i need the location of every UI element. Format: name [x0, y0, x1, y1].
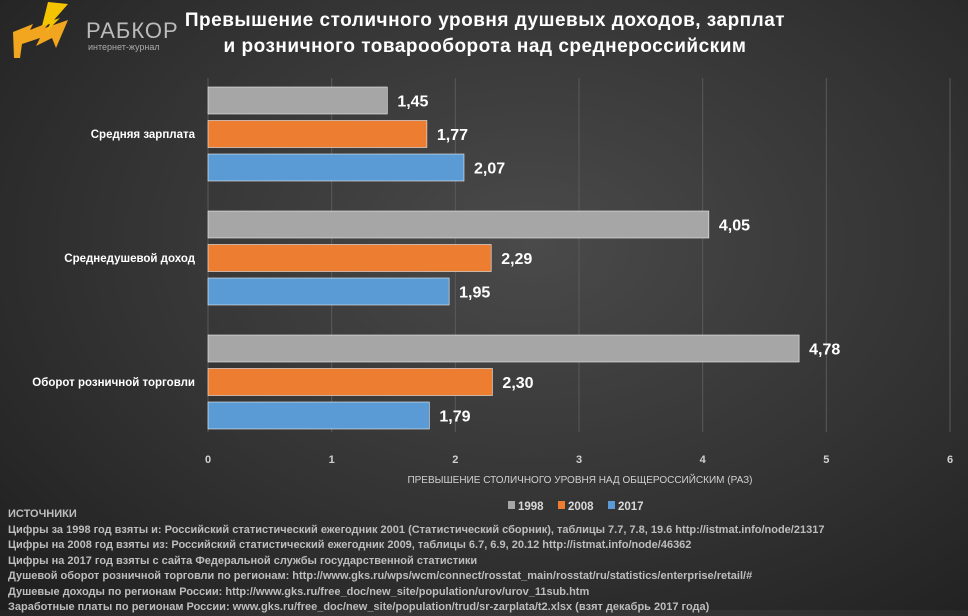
bar-2008 [207, 368, 493, 396]
category-label: Среднедушевой доход [64, 253, 195, 265]
sources: ИСТОЧНИКИ Цифры за 1998 год взяты и: Рос… [8, 507, 824, 616]
chart-title: Превышение столичного уровня душевых дох… [184, 10, 786, 57]
x-tick-label: 2 [452, 454, 458, 466]
x-tick-label: 3 [576, 454, 582, 466]
data-label: 4,05 [719, 218, 750, 235]
x-tick-label: 5 [823, 454, 829, 466]
bar-2017 [207, 277, 450, 306]
bar-1998 [207, 86, 388, 115]
data-label: 1,79 [439, 409, 470, 426]
legend-swatch-2008 [558, 501, 565, 509]
data-label: 2,07 [474, 161, 505, 178]
legend-swatch-1998 [508, 501, 515, 509]
category-label: Оборот розничной торговли [32, 377, 195, 389]
source-line: Душевой оборот розничной торговли по рег… [8, 570, 753, 582]
x-tick-label: 0 [205, 454, 211, 466]
logo: РАБКОР интернет-журнал [8, 2, 178, 58]
source-line: Цифры на 2008 год взяты из: Российский с… [8, 539, 692, 551]
category-label: Средняя зарплата [91, 129, 196, 141]
data-label: 1,95 [459, 285, 490, 302]
legend-label: 2008 [568, 501, 594, 513]
legend-label: 2017 [618, 501, 644, 513]
data-label: 1,77 [437, 127, 468, 144]
data-label: 2,30 [502, 375, 533, 392]
source-line: Душевые доходы по регионам России: http:… [8, 585, 590, 598]
x-tick-label: 6 [947, 454, 953, 466]
source-line: Цифры за 1998 год взяты и: Российский ст… [8, 523, 825, 536]
data-label: 2,29 [501, 251, 532, 268]
bar-1998 [207, 210, 710, 239]
sources-heading: ИСТОЧНИКИ [8, 508, 77, 520]
lightning-logo-icon [13, 2, 68, 58]
source-line: Заработные платы по регионам России: www… [8, 601, 710, 613]
bar-2008 [207, 244, 492, 272]
data-label: 1,45 [397, 94, 428, 111]
legend-swatch-2017 [608, 501, 615, 509]
source-line: Цифры на 2017 год взяты с сайта Федераль… [8, 554, 478, 567]
bar-2008 [207, 120, 428, 148]
x-tick-label: 4 [700, 454, 707, 466]
legend-label: 1998 [518, 501, 544, 513]
data-label: 4,78 [809, 342, 840, 359]
x-axis-label: ПРЕВЫШЕНИЕ СТОЛИЧНОГО УРОВНЯ НАД ОБЩЕРОС… [407, 473, 752, 486]
bar-1998 [207, 334, 800, 363]
x-tick-label: 1 [329, 454, 335, 466]
bar-2017 [207, 153, 465, 182]
bar-2017 [207, 401, 430, 430]
